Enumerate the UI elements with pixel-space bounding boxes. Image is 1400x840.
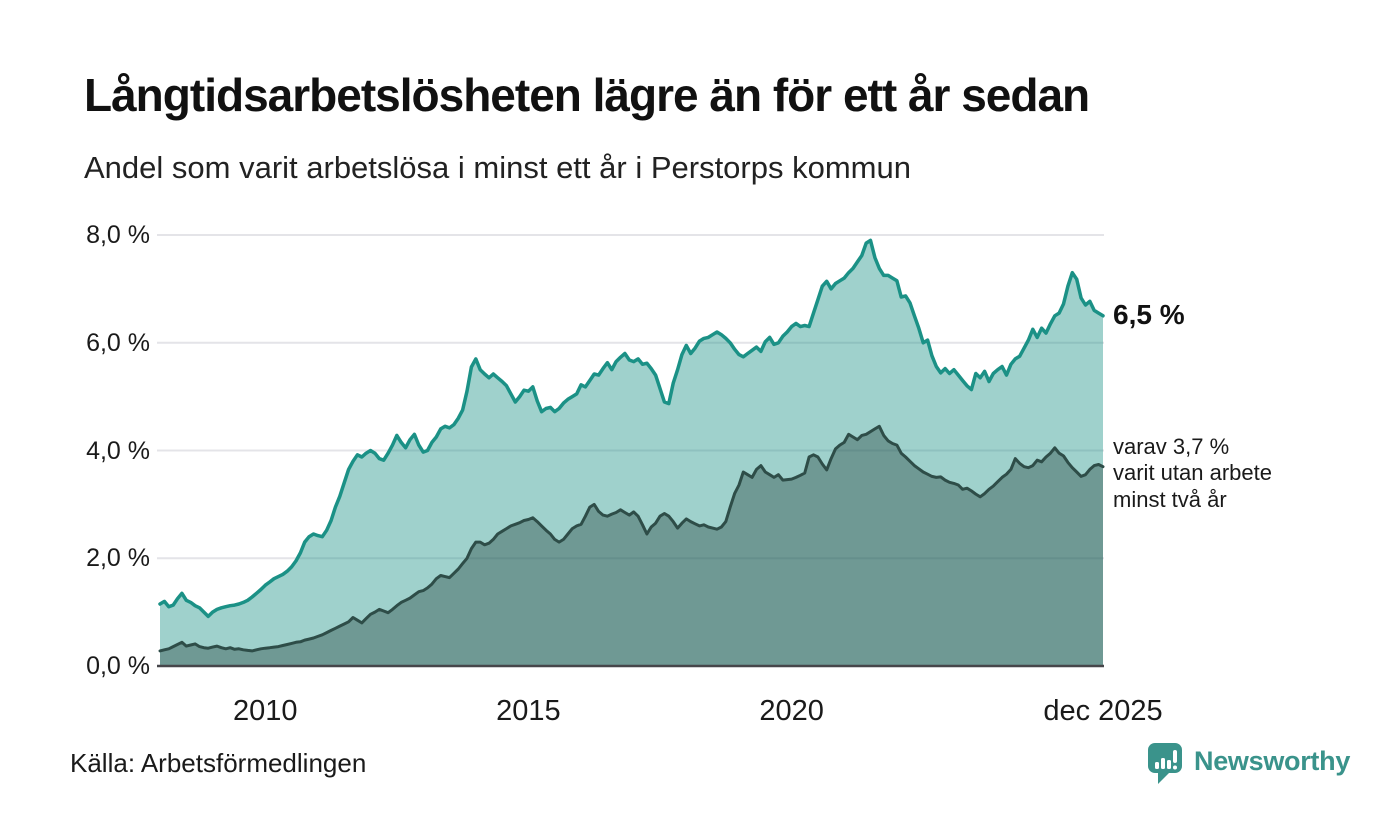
y-tick-label: 2,0 % xyxy=(86,544,150,573)
y-tick-label: 0,0 % xyxy=(86,652,150,680)
secondary-label-line: varit utan arbete xyxy=(1113,460,1272,486)
page-title: Långtidsarbetslösheten lägre än för ett … xyxy=(84,69,1090,121)
source-note: Källa: Arbetsförmedlingen xyxy=(70,748,367,778)
gridlines xyxy=(157,234,1104,560)
area-fill-1 xyxy=(160,240,1103,666)
newsworthy-bubble-chart-icon xyxy=(1148,743,1182,784)
area-fill-2 xyxy=(160,426,1103,666)
y-tick-label: 8,0 % xyxy=(86,221,150,249)
secondary-value-label: varav 3,7 % varit utan arbete minst två år xyxy=(1113,434,1272,514)
y-tick-label: 6,0 % xyxy=(86,328,150,357)
y-tick-label: 4,0 % xyxy=(86,436,150,465)
chart-subtitle: Andel som varit arbetslösa i minst ett å… xyxy=(84,150,911,185)
area-fills xyxy=(160,240,1103,666)
x-tick-label: 2010 xyxy=(232,695,298,727)
brand-name: Newsworthy xyxy=(1194,746,1351,776)
series-lines xyxy=(158,238,1105,653)
latest-value-label: 6,5 % xyxy=(1113,298,1185,330)
secondary-label-line: minst två år xyxy=(1113,486,1227,512)
x-tick-label: dec 2025 xyxy=(1043,695,1163,727)
x-tick-label: 2015 xyxy=(496,695,561,727)
x-tick-label: 2020 xyxy=(759,695,824,727)
series-line-1 xyxy=(158,238,1105,619)
series-line-2 xyxy=(158,424,1105,653)
brand-logo: Newsworthy xyxy=(1147,742,1350,786)
secondary-label-line: varav 3,7 % xyxy=(1113,433,1230,459)
